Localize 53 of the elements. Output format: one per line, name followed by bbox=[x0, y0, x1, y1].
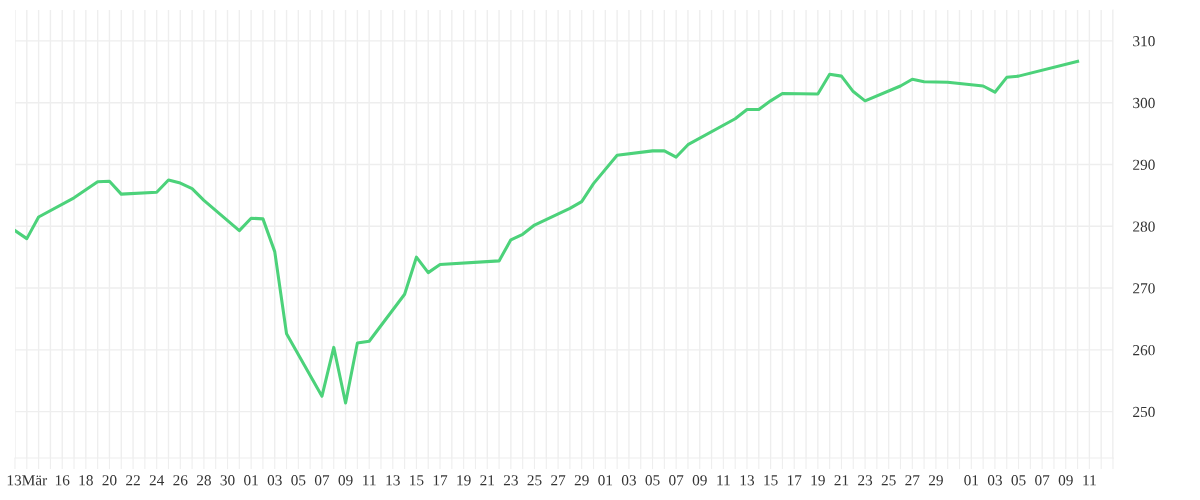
x-tick-label: 30 bbox=[220, 475, 235, 486]
x-tick-label: 07 bbox=[1035, 475, 1050, 486]
x-tick-label: 19 bbox=[811, 475, 825, 486]
x-tick-label: 24 bbox=[149, 475, 165, 486]
x-tick-label: 29 bbox=[574, 475, 589, 486]
x-tick-label: 15 bbox=[764, 475, 778, 486]
line-series bbox=[15, 59, 1080, 405]
y-tick-label: 260 bbox=[1133, 345, 1155, 356]
y-tick-label: 270 bbox=[1133, 283, 1155, 294]
x-tick-label: 16 bbox=[55, 475, 70, 486]
x-tick-label: 20 bbox=[102, 475, 117, 486]
x-tick-label: 26 bbox=[173, 475, 188, 486]
x-tick-label: 05 bbox=[1011, 475, 1026, 486]
x-tick-label: 11 bbox=[717, 475, 730, 486]
x-tick-label: 09 bbox=[338, 475, 353, 486]
x-tick-label: 23 bbox=[503, 475, 518, 486]
x-tick-label: 21 bbox=[834, 475, 849, 486]
x-tick-label: 03 bbox=[987, 475, 1002, 486]
x-tick-label: 17 bbox=[787, 475, 802, 486]
x-tick-label: 13 bbox=[386, 475, 400, 486]
x-tick-label: 27 bbox=[551, 475, 566, 486]
x-tick-label: 09 bbox=[692, 475, 707, 486]
x-tick-label: 03 bbox=[621, 475, 636, 486]
x-tick-label: 07 bbox=[669, 475, 684, 486]
x-tick-label: 05 bbox=[645, 475, 660, 486]
x-tick-label: 13 bbox=[740, 475, 755, 486]
y-tick-label: 300 bbox=[1133, 97, 1155, 109]
x-tick-label: 01 bbox=[598, 475, 613, 486]
x-tick-label: 28 bbox=[196, 475, 211, 486]
x-tick-label: 22 bbox=[126, 475, 140, 486]
x-tick-label: 01 bbox=[964, 475, 979, 486]
y-tick-label: 280 bbox=[1133, 221, 1155, 232]
x-tick-label: 18 bbox=[79, 475, 93, 486]
x-tick-label: 09 bbox=[1058, 475, 1073, 486]
x-tick-label: 19 bbox=[457, 475, 471, 486]
x-tick-label: 23 bbox=[858, 475, 873, 486]
x-tick-label: 29 bbox=[928, 475, 943, 486]
x-tick-label: 11 bbox=[1083, 475, 1096, 486]
x-tick-label: 11 bbox=[363, 475, 376, 486]
x-tick-label: 13Mär bbox=[7, 475, 48, 486]
y-tick-label: 250 bbox=[1133, 406, 1155, 418]
x-tick-label: 25 bbox=[527, 475, 542, 486]
y-tick-label: 290 bbox=[1133, 159, 1155, 170]
y-tick-label: 310 bbox=[1133, 36, 1155, 47]
x-tick-label: 27 bbox=[905, 475, 920, 486]
x-tick-label: 05 bbox=[291, 475, 306, 486]
x-tick-label: 15 bbox=[410, 475, 424, 486]
x-tick-label: 25 bbox=[881, 475, 896, 486]
x-tick-label: 17 bbox=[433, 475, 448, 486]
x-tick-label: 03 bbox=[267, 475, 282, 486]
x-tick-label: 21 bbox=[480, 475, 494, 486]
x-tick-label: 01 bbox=[244, 475, 258, 486]
x-tick-label: 07 bbox=[314, 475, 330, 486]
